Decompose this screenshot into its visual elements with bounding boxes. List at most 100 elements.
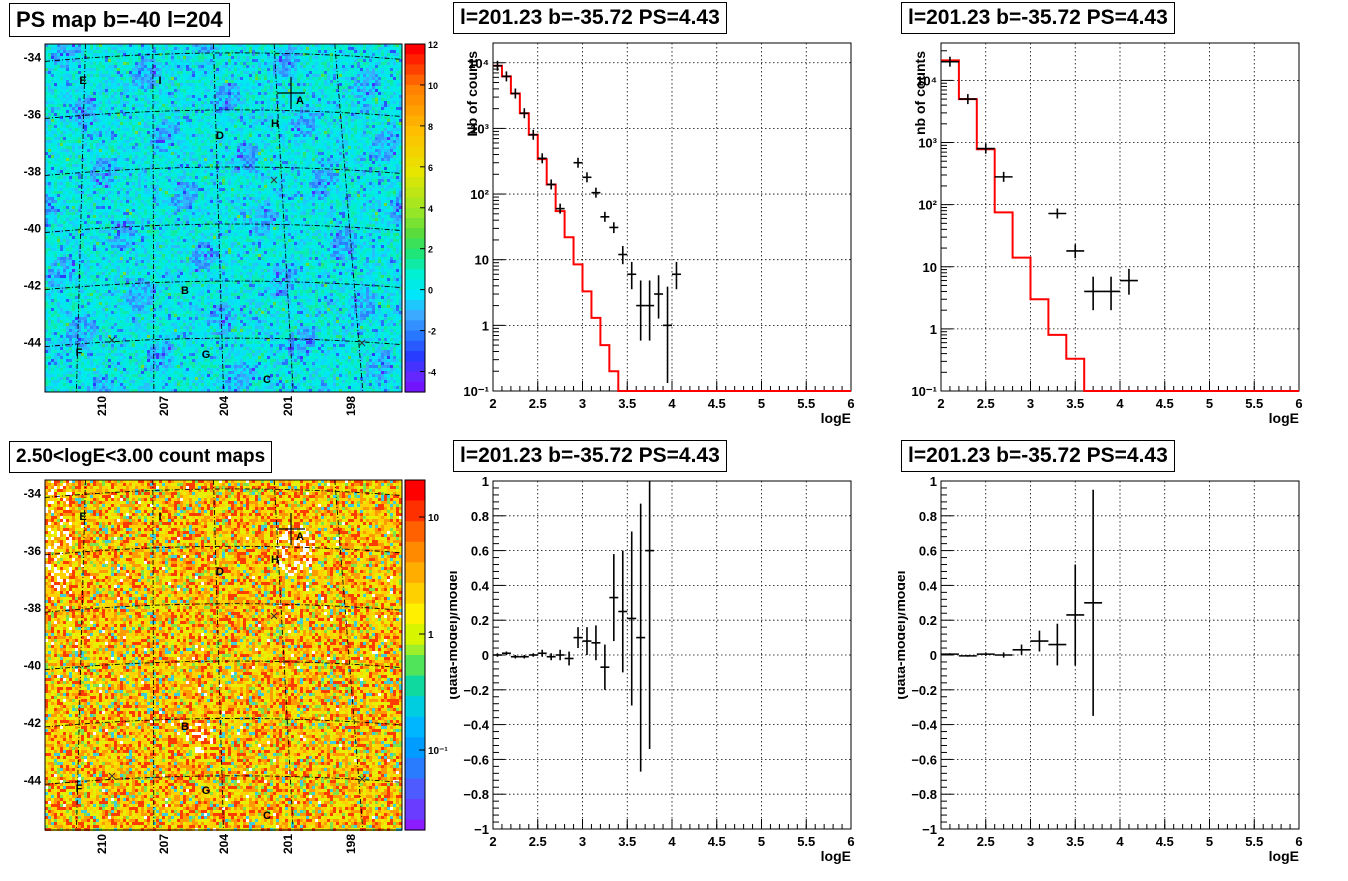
y-tick-label: 0.6 xyxy=(919,544,937,559)
y-tick-label: 10⁻¹ xyxy=(463,384,489,399)
y-tick-label: 0.2 xyxy=(919,613,937,628)
source-label-f: F xyxy=(76,347,83,359)
y-tick-label: 10² xyxy=(918,198,937,213)
x-tick-label: 4 xyxy=(668,834,676,849)
source-label-d: D xyxy=(216,566,224,578)
heatmap-cells xyxy=(45,480,402,831)
x-tick-label: 2.5 xyxy=(977,834,995,849)
source-label-a: A xyxy=(296,95,304,107)
y-tick-label: −0.2 xyxy=(911,683,937,698)
x-tick-label: 3 xyxy=(1027,834,1034,849)
map-x-tick-label: 204 xyxy=(217,834,231,854)
residual-point xyxy=(941,653,959,655)
x-tick-label: 4 xyxy=(1116,834,1124,849)
colorbar-tick-label: 8 xyxy=(428,122,433,132)
map-x-tick-label: 210 xyxy=(95,834,109,854)
x-tick-label: 2 xyxy=(489,396,496,411)
y-tick-label: −1 xyxy=(922,822,937,837)
y-tick-label: 10⁻¹ xyxy=(911,384,937,399)
y-tick-label: −0.4 xyxy=(463,718,489,733)
colorbar xyxy=(405,44,425,393)
map-y-tick-label: -44 xyxy=(24,336,42,350)
x-axis-label: logE xyxy=(821,848,851,864)
colorbar-tick-label: 4 xyxy=(428,204,433,214)
map-x-tick-label: 201 xyxy=(281,396,295,416)
source-label-c: C xyxy=(263,374,271,386)
y-tick-label: 0 xyxy=(930,648,937,663)
x-tick-label: 2 xyxy=(937,396,944,411)
y-tick-label: −0.8 xyxy=(911,787,937,802)
x-tick-label: 3.5 xyxy=(618,396,636,411)
spectrum-title-2: l=201.23 b=-35.72 PS=4.43 xyxy=(901,2,1175,34)
residual-title-1: l=201.23 b=-35.72 PS=4.43 xyxy=(453,440,727,472)
x-tick-label: 5.5 xyxy=(1245,834,1263,849)
y-tick-label: −0.8 xyxy=(463,787,489,802)
y-tick-label: 0.4 xyxy=(919,578,938,593)
y-tick-label: 0.2 xyxy=(471,613,489,628)
x-tick-label: 2 xyxy=(489,834,496,849)
y-tick-label: 10³ xyxy=(918,136,937,151)
source-label-a: A xyxy=(296,531,304,543)
x-tick-label: 3 xyxy=(579,396,586,411)
map-x-tick-label: 207 xyxy=(157,834,171,854)
map-y-tick-label: -40 xyxy=(24,659,42,673)
x-tick-label: 6 xyxy=(847,834,854,849)
source-label-b: B xyxy=(181,721,189,733)
map-x-tick-label: 201 xyxy=(281,834,295,854)
y-axis-label: Nb of counts xyxy=(464,51,480,137)
count-map-title: 2.50<logE<3.00 count maps xyxy=(9,441,272,473)
x-tick-label: 4.5 xyxy=(1156,834,1174,849)
source-label-c: C xyxy=(263,810,271,822)
colorbar-tick-label: -4 xyxy=(428,368,436,378)
y-tick-label: 1 xyxy=(930,474,937,489)
y-tick-label: 1 xyxy=(482,474,489,489)
colorbar-tick-label: -2 xyxy=(428,327,436,337)
y-tick-label: −0.6 xyxy=(911,752,937,767)
x-tick-label: 5.5 xyxy=(1245,396,1263,411)
colorbar xyxy=(405,480,425,831)
x-tick-label: 2.5 xyxy=(977,396,995,411)
x-tick-label: 2 xyxy=(937,834,944,849)
x-tick-label: 5 xyxy=(1206,834,1213,849)
map-y-tick-label: -40 xyxy=(24,222,42,236)
y-tick-label: −0.6 xyxy=(463,752,489,767)
x-tick-label: 5.5 xyxy=(797,834,815,849)
x-tick-label: 4.5 xyxy=(1156,396,1174,411)
residual-point xyxy=(959,655,977,657)
colorbar-tick-label: 10 xyxy=(428,81,438,91)
source-label-d: D xyxy=(216,130,224,142)
x-tick-label: 2.5 xyxy=(529,834,547,849)
y-tick-label: 0.8 xyxy=(919,509,937,524)
map-y-tick-label: -42 xyxy=(24,279,42,293)
y-axis-label: nb of counts xyxy=(912,51,928,135)
colorbar-tick-label: 12 xyxy=(428,40,438,50)
source-label-e: E xyxy=(79,75,86,87)
source-label-f: F xyxy=(76,783,83,795)
x-tick-label: 4.5 xyxy=(708,834,726,849)
y-tick-label: 0.8 xyxy=(471,509,489,524)
x-axis-label: logE xyxy=(1269,848,1299,864)
x-tick-label: 2.5 xyxy=(529,396,547,411)
x-tick-label: 3.5 xyxy=(618,834,636,849)
colorbar-tick-label: 1 xyxy=(428,630,434,641)
ps-map-title: PS map b=-40 l=204 xyxy=(9,3,230,37)
y-tick-label: 10 xyxy=(923,260,937,275)
colorbar-tick-label: 2 xyxy=(428,245,433,255)
map-y-tick-label: -34 xyxy=(24,50,42,64)
source-label-h: H xyxy=(271,118,279,130)
x-tick-label: 3.5 xyxy=(1066,834,1084,849)
x-tick-label: 5.5 xyxy=(797,396,815,411)
x-tick-label: 3.5 xyxy=(1066,396,1084,411)
x-axis-label: logE xyxy=(821,410,851,426)
source-label-e: E xyxy=(79,511,86,523)
y-tick-label: −0.4 xyxy=(911,718,937,733)
y-tick-label: −0.2 xyxy=(463,683,489,698)
